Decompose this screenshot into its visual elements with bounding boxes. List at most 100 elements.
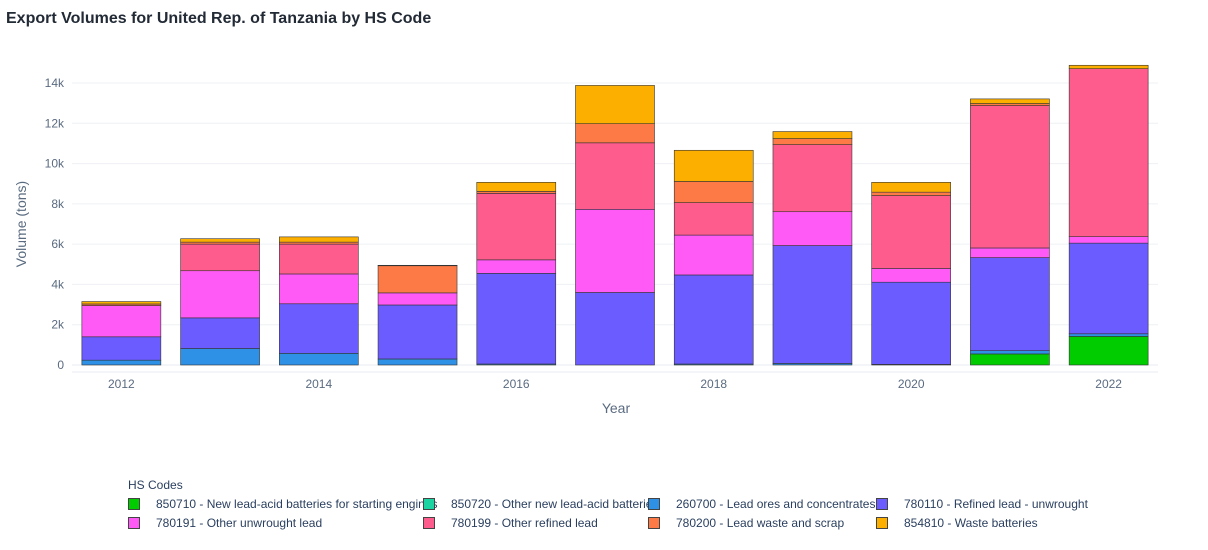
bar-segment[interactable] — [180, 270, 260, 319]
bar-segment[interactable] — [180, 243, 260, 272]
legend-swatch — [423, 497, 435, 510]
bar-segment[interactable] — [476, 273, 557, 365]
bar-segment[interactable] — [575, 123, 655, 144]
legend-item[interactable]: 850720 - Other new lead-acid batteries — [423, 494, 658, 513]
bars-layer — [81, 64, 1149, 366]
bar-segment[interactable] — [871, 195, 951, 269]
legend-label: 850710 - New lead-acid batteries for sta… — [156, 496, 438, 511]
bar-segment[interactable] — [970, 257, 1050, 351]
legend-label: 850720 - Other new lead-acid batteries — [451, 496, 659, 511]
y-axis-label: Volume (tons) — [13, 181, 29, 267]
bar-segment[interactable] — [575, 142, 655, 210]
bar-segment[interactable] — [81, 305, 162, 338]
bar-segment[interactable] — [575, 292, 655, 366]
bar-segment[interactable] — [673, 149, 754, 182]
bar-segment[interactable] — [772, 211, 853, 246]
bar-segment[interactable] — [970, 247, 1050, 258]
bar-segment[interactable] — [476, 193, 557, 261]
y-tick-label: 8k — [51, 197, 65, 211]
bar-segment[interactable] — [81, 301, 162, 305]
bar-segment[interactable] — [673, 181, 754, 203]
bar-segment[interactable] — [180, 238, 260, 243]
bar-segment[interactable] — [871, 281, 951, 365]
x-tick-label: 2022 — [1095, 377, 1122, 391]
bar-segment[interactable] — [1068, 336, 1149, 366]
bar-segment[interactable] — [970, 350, 1050, 355]
y-tick-label: 0 — [57, 358, 64, 372]
bar-segment[interactable] — [970, 353, 1050, 366]
x-axis-label: Year — [602, 400, 631, 416]
bar-segment[interactable] — [871, 268, 951, 283]
legend-title: HS Codes — [128, 478, 183, 492]
legend-swatch — [128, 516, 140, 529]
bar-segment[interactable] — [81, 359, 162, 366]
legend-label: 780191 - Other unwrought lead — [156, 515, 323, 530]
legend-swatch — [423, 516, 435, 529]
bar-segment[interactable] — [970, 98, 1050, 104]
legend-swatch — [876, 516, 888, 529]
legend-label: 780199 - Other refined lead — [451, 515, 598, 530]
legend-item[interactable]: 780200 - Lead waste and scrap — [648, 513, 844, 532]
legend-item[interactable]: 780199 - Other refined lead — [423, 513, 598, 532]
bar-segment[interactable] — [772, 144, 853, 213]
bar-segment[interactable] — [1068, 333, 1149, 337]
bar-segment[interactable] — [476, 191, 557, 194]
bar-segment[interactable] — [772, 131, 853, 139]
legend-label: 780200 - Lead waste and scrap — [676, 515, 845, 530]
bar-segment[interactable] — [279, 236, 359, 243]
bar-segment[interactable] — [81, 336, 162, 361]
bar-segment[interactable] — [772, 138, 853, 145]
legend-item[interactable]: 780110 - Refined lead - unwrought — [876, 494, 1088, 513]
bar-segment[interactable] — [1068, 68, 1149, 237]
legend-label: 260700 - Lead ores and concentrates — [676, 496, 876, 511]
bar-segment[interactable] — [377, 304, 458, 360]
bar-segment[interactable] — [1068, 236, 1149, 244]
bar-segment[interactable] — [279, 241, 359, 245]
legend-item[interactable]: 260700 - Lead ores and concentrates — [648, 494, 875, 513]
bar-segment[interactable] — [279, 303, 359, 354]
bar-segment[interactable] — [575, 85, 655, 124]
legend-swatch — [128, 497, 140, 510]
x-tick-label: 2014 — [305, 377, 332, 391]
y-tick-label: 6k — [51, 237, 65, 251]
bar-segment[interactable] — [575, 208, 655, 293]
legend: HS Codes 850710 - New lead-acid batterie… — [128, 478, 1088, 532]
x-tick-label: 2012 — [108, 377, 135, 391]
bar-segment[interactable] — [673, 202, 754, 236]
bar-segment[interactable] — [377, 292, 458, 306]
legend-label: 780110 - Refined lead - unwrought — [904, 496, 1088, 511]
bar-segment[interactable] — [377, 265, 458, 294]
bar-segment[interactable] — [970, 105, 1050, 249]
legend-swatch — [648, 497, 660, 510]
y-tick-label: 14k — [45, 76, 65, 90]
bar-segment[interactable] — [772, 245, 853, 364]
bar-segment[interactable] — [180, 317, 260, 349]
bar-segment[interactable] — [673, 234, 754, 276]
bar-segment[interactable] — [871, 182, 951, 193]
legend-item[interactable]: 850710 - New lead-acid batteries for sta… — [128, 494, 438, 513]
axis-layer: 0 2k 4k 6k 8k 10k 12k 14k 2012 2014 2016 2018 2020 20… — [45, 76, 1123, 391]
bar-segment[interactable] — [279, 353, 359, 366]
legend-swatch — [648, 516, 660, 529]
bar-segment[interactable] — [871, 191, 951, 196]
legend-item[interactable]: 854810 - Waste batteries — [876, 513, 1038, 532]
bar-segment[interactable] — [1068, 64, 1149, 69]
y-tick-label: 2k — [51, 318, 65, 332]
bar-segment[interactable] — [377, 264, 458, 267]
bar-segment[interactable] — [476, 182, 557, 192]
bar-segment[interactable] — [673, 274, 754, 365]
legend-swatch — [876, 497, 888, 510]
bar-segment[interactable] — [279, 273, 359, 305]
bar-segment[interactable] — [180, 348, 260, 366]
bar-segment[interactable] — [377, 358, 458, 366]
bar-segment[interactable] — [1068, 242, 1149, 335]
legend-row: 850710 - New lead-acid batteries for sta… — [128, 494, 1088, 513]
bar-segment[interactable] — [970, 103, 1050, 106]
y-tick-label: 10k — [45, 157, 65, 171]
legend-item[interactable]: 780191 - Other unwrought lead — [128, 513, 322, 532]
bar-segment[interactable] — [476, 259, 557, 274]
bar-segment[interactable] — [279, 243, 359, 275]
bar-segment[interactable] — [180, 241, 260, 245]
legend-rows: 850710 - New lead-acid batteries for sta… — [128, 494, 1088, 532]
